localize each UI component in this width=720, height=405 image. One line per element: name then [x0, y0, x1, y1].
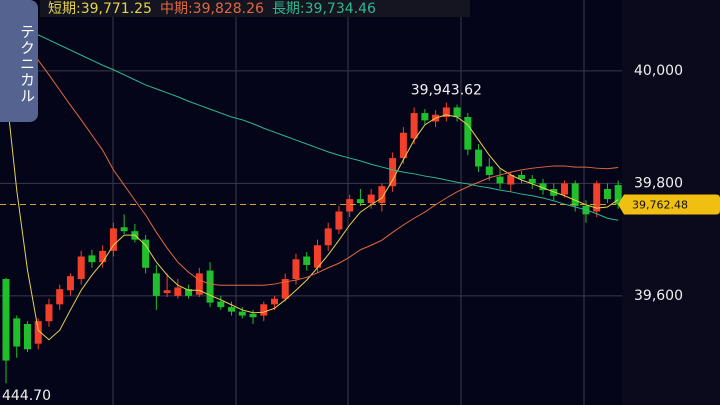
- candle-body: [603, 189, 611, 200]
- candle-body: [281, 279, 289, 299]
- candle-body: [378, 186, 386, 204]
- candle-body: [195, 273, 203, 295]
- candle-body: [475, 149, 483, 167]
- candle-body: [217, 301, 225, 308]
- candle-body: [174, 287, 182, 296]
- legend-entry: 中期:39,828.26: [160, 1, 264, 17]
- candle-body: [560, 183, 568, 195]
- legend: 短期:39,771.25 中期:39,828.26 長期:39,734.46: [48, 1, 376, 17]
- high-label: 39,943.62: [411, 83, 482, 99]
- candle-body: [507, 174, 515, 185]
- candle-body: [453, 107, 461, 117]
- candle-body: [185, 289, 193, 296]
- candle-body: [464, 117, 472, 150]
- candle-body: [550, 189, 558, 196]
- candle-body: [34, 321, 42, 344]
- y-tick-label: 39,600: [634, 288, 683, 304]
- candle-body: [399, 132, 407, 159]
- candle-body: [206, 270, 214, 303]
- candle-body: [593, 183, 601, 212]
- candle-body: [249, 313, 257, 318]
- candle-body: [410, 113, 418, 139]
- current-price-tag: [618, 194, 720, 215]
- candle-body: [238, 311, 246, 316]
- y-tick-label: 40,000: [634, 63, 683, 79]
- ma-line: [5, 24, 619, 221]
- candle-body: [303, 256, 311, 265]
- candle-body: [88, 255, 96, 263]
- candle-body: [518, 174, 526, 179]
- candle-body: [367, 194, 375, 204]
- plot-area: [0, 0, 622, 405]
- candle-body: [2, 279, 10, 361]
- candle-body: [539, 183, 547, 191]
- low-label: 444.70: [2, 388, 51, 404]
- technical-tab[interactable]: テクニカル: [0, 0, 38, 122]
- candle-body: [389, 158, 397, 187]
- candle-body: [421, 113, 429, 121]
- candle-body: [313, 245, 321, 268]
- candle-body: [45, 304, 53, 322]
- candle-body: [324, 228, 332, 246]
- y-tick-label: 39,800: [634, 175, 683, 191]
- candle-body: [142, 239, 150, 268]
- candle-body: [13, 318, 21, 347]
- ma-line: [5, 89, 619, 341]
- legend-entry: 短期:39,771.25: [48, 1, 152, 17]
- candle-body: [528, 178, 536, 184]
- candle-body: [485, 166, 493, 175]
- candle-body: [77, 256, 85, 279]
- candle-body: [496, 176, 504, 184]
- candle-body: [614, 185, 622, 205]
- candle-body: [109, 228, 117, 251]
- candle-body: [292, 259, 300, 279]
- current-price-label: 39,762.48: [632, 198, 688, 211]
- candle-body: [271, 298, 278, 305]
- ma-line: [5, 14, 619, 286]
- candle-body: [120, 227, 128, 232]
- candle-body: [228, 307, 236, 312]
- legend-bg: [40, 0, 470, 17]
- candle-body: [66, 276, 74, 291]
- candle-body: [260, 304, 268, 316]
- candle-body: [346, 199, 354, 212]
- candle-body: [571, 183, 579, 206]
- candle-body: [335, 211, 343, 230]
- candle-body: [56, 289, 64, 305]
- candle-body: [99, 250, 107, 263]
- candle-body: [152, 273, 160, 296]
- candle-body: [163, 290, 171, 294]
- candle-body: [23, 324, 31, 350]
- candle-body: [356, 199, 364, 204]
- legend-entry: 長期:39,734.46: [272, 1, 376, 17]
- candle-body: [442, 107, 450, 117]
